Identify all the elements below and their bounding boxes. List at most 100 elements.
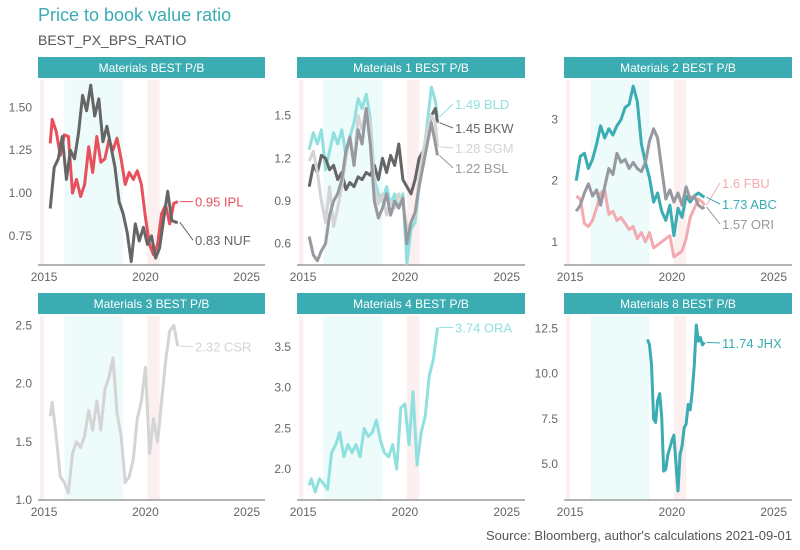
panel-title: Materials 4 BEST P/B [353, 297, 469, 311]
panel-6: Materials 8 BEST P/B 2015 2020 2025 5.0 7.5 10… [535, 293, 792, 519]
shaded-band-cyan [323, 316, 383, 500]
label-leader-line [179, 221, 194, 241]
y-tick-label: 2.5 [15, 318, 32, 332]
series-end-label: 0.83 NUF [195, 233, 251, 248]
x-tick-label: 2025 [760, 270, 787, 284]
shaded-band-pink [299, 316, 304, 500]
series-end-label: 1.28 SGM [455, 141, 514, 156]
source-caption: Source: Bloomberg, author's calculations… [486, 528, 792, 543]
x-tick-label: 2020 [132, 505, 159, 519]
panel-header [297, 57, 525, 78]
y-tick-label: 5.0 [541, 457, 558, 471]
y-tick-label: 2 [551, 174, 558, 188]
y-tick-label: 2.0 [274, 462, 291, 476]
shaded-band-pink [673, 316, 687, 500]
x-tick-label: 2025 [493, 270, 520, 284]
panel-header [297, 293, 525, 314]
y-tick-label: 0.9 [274, 194, 291, 208]
label-leader-line [439, 146, 454, 149]
x-tick-label: 2020 [392, 270, 419, 284]
x-tick-label: 2025 [233, 505, 260, 519]
panel-header [564, 293, 792, 314]
panel-title: Materials 1 BEST P/B [353, 61, 469, 75]
y-tick-label: 2.0 [15, 377, 32, 391]
series-end-label: 1.45 BKW [455, 121, 514, 136]
label-leader-line [706, 341, 721, 344]
y-tick-label: 1 [551, 235, 558, 249]
series-end-label: 1.73 ABC [722, 197, 777, 212]
x-tick-label: 2025 [493, 505, 520, 519]
x-tick-label: 2020 [392, 505, 419, 519]
x-tick-label: 2025 [233, 270, 260, 284]
panel-3: Materials 2 BEST P/B 2015 2020 2025 1 2 3 1.6 F… [551, 57, 792, 284]
panel-title: Materials 3 BEST P/B [94, 297, 210, 311]
label-leader-line [706, 182, 721, 206]
series-line-bsl [307, 107, 439, 263]
x-tick-label: 2020 [659, 270, 686, 284]
shaded-band-cyan [64, 316, 124, 500]
series-end-label: 3.74 ORA [455, 320, 512, 335]
panel-title: Materials 8 BEST P/B [620, 297, 736, 311]
series-end-label: 1.57 ORI [722, 217, 774, 232]
y-tick-label: 1.5 [274, 109, 291, 123]
panel-title: Materials 2 BEST P/B [620, 61, 736, 75]
x-tick-label: 2015 [557, 505, 584, 519]
y-tick-label: 0.6 [274, 237, 291, 251]
y-tick-label: 1.50 [9, 100, 33, 114]
series-end-label: 2.32 CSR [195, 339, 251, 354]
series-line-ora [307, 327, 439, 494]
y-tick-label: 3 [551, 113, 558, 127]
y-tick-label: 3.0 [274, 381, 291, 395]
shaded-band-pink [299, 80, 304, 265]
series-line-fbu [575, 188, 706, 259]
label-leader-line [439, 103, 454, 118]
shaded-band-pink [40, 80, 45, 265]
series-end-label: 11.74 JHX [722, 336, 782, 351]
panel-2: Materials 1 BEST P/B 2015 2020 2025 0.6 0.9 1.… [274, 57, 525, 284]
label-leader-line [706, 206, 721, 225]
series-line-nuf [48, 83, 178, 264]
panel-header [38, 293, 265, 314]
y-tick-label: 1.25 [9, 143, 33, 157]
shaded-band-pink [673, 80, 687, 265]
y-tick-label: 0.75 [9, 229, 33, 243]
y-tick-label: 10.0 [535, 367, 559, 381]
label-leader-line [706, 196, 721, 205]
panel-4: Materials 3 BEST P/B 2015 2020 2025 1.0 1.5 2.… [15, 293, 265, 519]
y-tick-label: 1.2 [274, 151, 291, 165]
series-line-csr [48, 323, 180, 495]
shaded-band-pink [147, 80, 160, 265]
page-title: Price to book value ratio [38, 5, 232, 25]
x-tick-label: 2015 [290, 505, 317, 519]
panel-header [564, 57, 792, 78]
y-tick-label: 1.5 [15, 435, 32, 449]
x-tick-label: 2015 [290, 270, 317, 284]
x-tick-label: 2020 [659, 505, 686, 519]
y-tick-label: 3.5 [274, 340, 291, 354]
x-tick-label: 2015 [31, 270, 58, 284]
label-leader-line [439, 155, 454, 169]
series-line-abc [574, 84, 706, 238]
label-leader-line [439, 122, 454, 129]
x-tick-label: 2025 [760, 505, 787, 519]
x-tick-label: 2015 [557, 270, 584, 284]
shaded-band-pink [566, 316, 571, 500]
y-tick-label: 1.0 [15, 493, 32, 507]
series-end-label: 1.49 BLD [455, 97, 509, 112]
series-end-label: 0.95 IPL [195, 195, 243, 210]
series-line-ori [574, 127, 706, 213]
shaded-band-pink [40, 316, 45, 500]
shaded-band-cyan [590, 316, 650, 500]
panel-title: Materials BEST P/B [99, 61, 205, 75]
series-line-jhx [646, 323, 706, 493]
shaded-band-pink [566, 80, 571, 265]
shaded-band-pink [147, 316, 160, 500]
panel-1: Materials BEST P/B 2015 2020 2025 0.75 1.00 1.… [9, 57, 265, 284]
y-tick-label: 12.5 [535, 322, 559, 336]
series-end-label: 1.22 BSL [455, 161, 509, 176]
y-tick-label: 1.00 [9, 186, 33, 200]
x-tick-label: 2020 [132, 270, 159, 284]
y-tick-label: 2.5 [274, 421, 291, 435]
panel-header [38, 57, 265, 78]
